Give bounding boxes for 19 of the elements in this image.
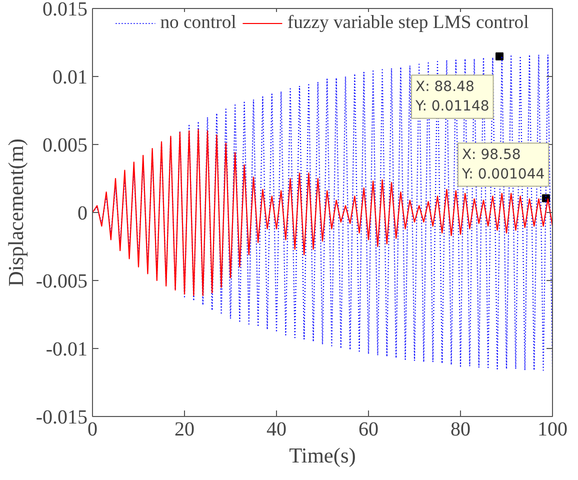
x-tick-label: 60 [358, 418, 378, 440]
y-tick-label: 0.015 [42, 0, 88, 20]
y-tick-label: 0.01 [52, 66, 88, 88]
y-tick-label: 0 [78, 202, 88, 224]
y-tick-label: -0.01 [46, 338, 88, 360]
legend-label: fuzzy variable step LMS control [287, 12, 529, 34]
y-tick-label: -0.015 [36, 406, 88, 428]
annotation: X: 98.58 Y: 0.001044 [460, 147, 545, 182]
legend-label: no control [160, 12, 236, 34]
x-axis-title: Time(s) [289, 444, 356, 468]
x-tick-label: 20 [174, 418, 194, 440]
y-tick-label: -0.005 [36, 270, 88, 292]
x-tick-label: 100 [538, 418, 568, 440]
y-axis-title: Displacement(m) [4, 138, 28, 287]
line-series [92, 128, 552, 296]
x-tick-label: 40 [266, 418, 286, 440]
annotation: X: 88.48 Y: 0.01148 [414, 79, 490, 114]
x-tick-label: 80 [450, 418, 470, 440]
y-tick-label: 0.005 [42, 134, 88, 156]
